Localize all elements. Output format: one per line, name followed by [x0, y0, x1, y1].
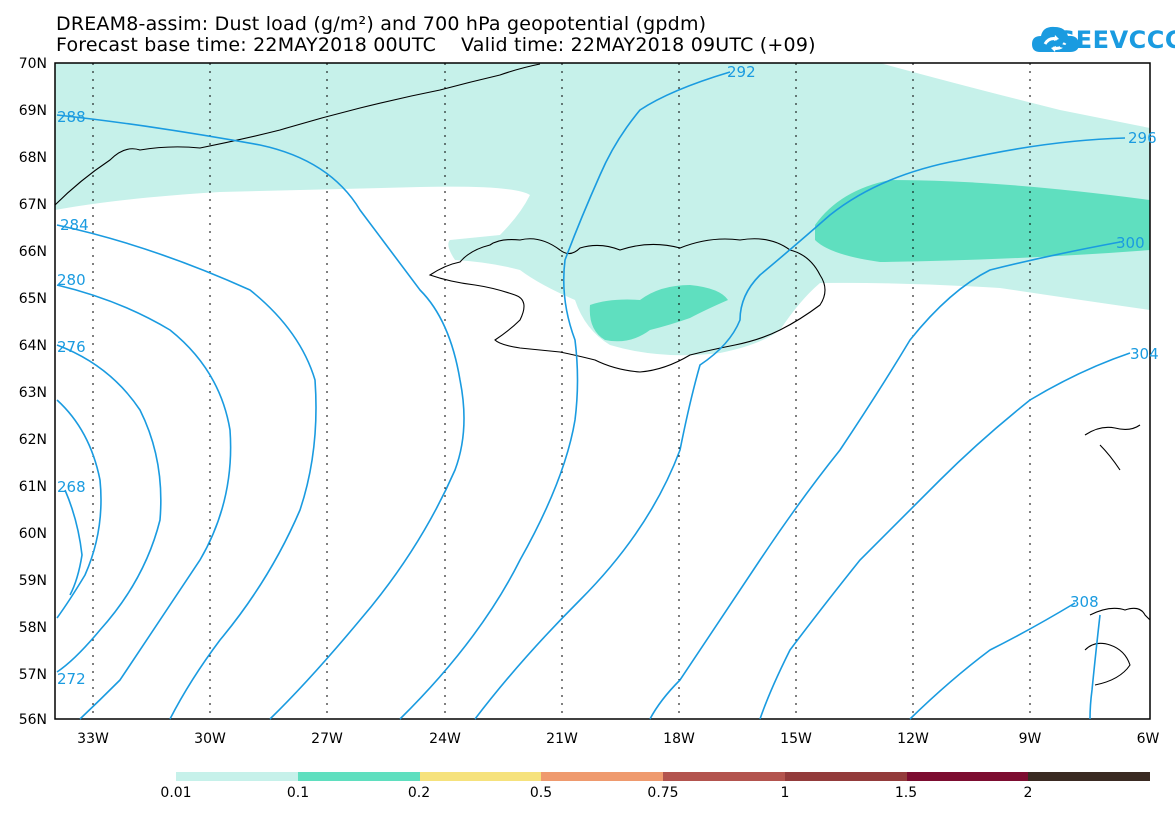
colorbar-label: 0.1: [286, 785, 310, 801]
lat-label: 59N: [19, 573, 47, 589]
coastline-scotland: [1084, 607, 1151, 686]
lon-label: 15W: [780, 731, 812, 747]
dust-area-light: [55, 63, 1150, 356]
contour-label: 288: [57, 108, 86, 126]
lat-label: 70N: [19, 56, 47, 72]
cloud-sync-icon: [1032, 26, 1079, 52]
lon-label: 18W: [663, 731, 695, 747]
geopotential-contours: [56, 71, 1131, 720]
lon-label: 21W: [546, 731, 578, 747]
contour-label: 268: [57, 478, 86, 496]
chart-subtitle: Forecast base time: 22MAY2018 00UTC Vali…: [56, 34, 816, 56]
lat-label: 56N: [19, 712, 47, 728]
chart-title: DREAM8-assim: Dust load (g/m²) and 700 h…: [56, 13, 707, 35]
plot-frame: [54, 62, 1151, 720]
coastline-faroe: [1084, 424, 1141, 471]
lat-label: 57N: [19, 667, 47, 683]
lat-label: 60N: [19, 526, 47, 542]
coastlines: [54, 63, 1151, 686]
coastline-iceland: [428, 238, 826, 373]
lat-label: 65N: [19, 291, 47, 307]
colorbar-label: 0.01: [160, 785, 192, 801]
lat-label: 64N: [19, 338, 47, 354]
colorbar-label: 2: [1023, 785, 1033, 801]
lon-label: 30W: [194, 731, 226, 747]
colorbar-swatch: [906, 772, 1029, 781]
colorbar-label: 1: [780, 785, 790, 801]
dust-area-medium-iceland: [589, 285, 728, 342]
contour-label: 272: [57, 670, 86, 688]
lon-label: 24W: [429, 731, 461, 747]
lon-label: 33W: [77, 731, 109, 747]
colorbar-label: 1.5: [894, 785, 918, 801]
lon-label: 27W: [311, 731, 343, 747]
lat-label: 66N: [19, 244, 47, 260]
colorbar: [176, 772, 1150, 781]
lat-label: 69N: [19, 103, 47, 119]
logo-text: SEEVCCC: [1058, 26, 1175, 54]
colorbar-label: 0.75: [647, 785, 679, 801]
lat-label: 61N: [19, 479, 47, 495]
lat-label: 62N: [19, 432, 47, 448]
colorbar-label: 0.5: [529, 785, 553, 801]
contour-label: 284: [60, 216, 89, 234]
contour-label: 304: [1130, 345, 1159, 363]
colorbar-swatch: [784, 772, 907, 781]
colorbar-label: 0.2: [407, 785, 431, 801]
colorbar-swatch: [1028, 772, 1150, 781]
contour-label: 300: [1116, 234, 1145, 252]
contour-label: 296: [1128, 129, 1157, 147]
colorbar-swatch: [176, 772, 298, 781]
lon-labels: 33W 30W 27W 24W 21W 18W 15W 12W 9W 6W: [77, 731, 1159, 747]
lon-gridlines: [92, 63, 1031, 719]
lat-label: 67N: [19, 197, 47, 213]
contour-label: 276: [57, 338, 86, 356]
lat-label: 58N: [19, 620, 47, 636]
coastline-greenland: [54, 63, 541, 206]
contour-labels: 288 292 284 280 276 268 272 296 300 304 …: [57, 63, 1159, 688]
colorbar-swatch: [297, 772, 420, 781]
dust-area-medium: [815, 180, 1150, 262]
contour-label: 308: [1070, 593, 1099, 611]
lon-label: 6W: [1137, 731, 1160, 747]
contour-label: 292: [727, 63, 756, 81]
lat-label: 63N: [19, 385, 47, 401]
lon-label: 12W: [897, 731, 929, 747]
lat-labels: 70N 69N 68N 67N 66N 65N 64N 63N 62N 61N …: [19, 56, 47, 728]
lat-label: 68N: [19, 150, 47, 166]
lon-label: 9W: [1019, 731, 1042, 747]
contour-label: 280: [57, 271, 86, 289]
colorbar-swatch: [663, 772, 785, 781]
colorbar-swatch: [419, 772, 542, 781]
colorbar-swatch: [541, 772, 663, 781]
